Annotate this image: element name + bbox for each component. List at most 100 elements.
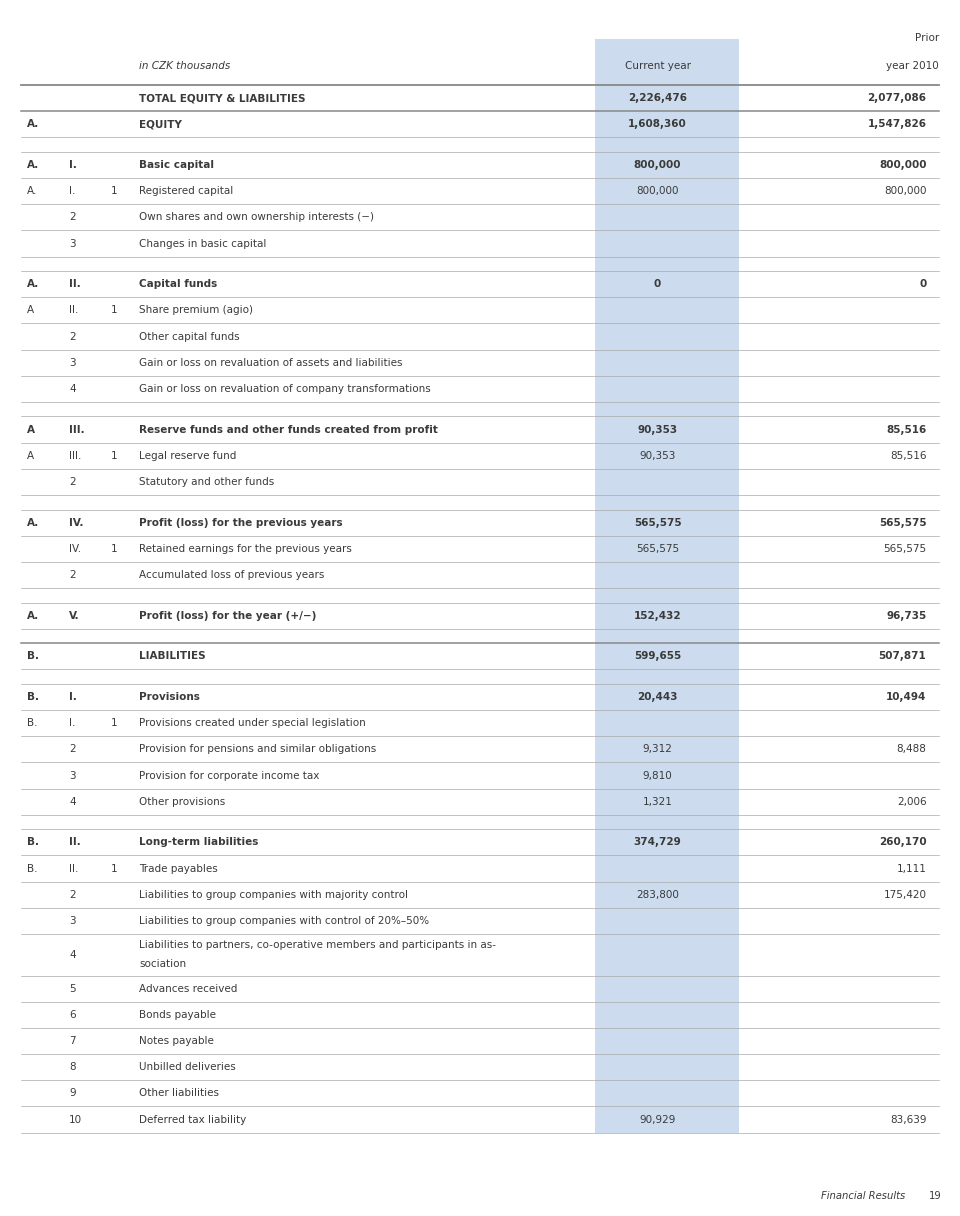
Text: 9,312: 9,312: [642, 744, 673, 754]
Text: 3: 3: [69, 358, 76, 367]
Text: 1: 1: [110, 305, 117, 315]
Text: 83,639: 83,639: [890, 1115, 926, 1125]
Text: 800,000: 800,000: [879, 161, 926, 170]
Text: LIABILITIES: LIABILITIES: [139, 652, 205, 662]
Text: B.: B.: [27, 692, 38, 702]
Text: IV.: IV.: [69, 544, 82, 553]
Text: Notes payable: Notes payable: [139, 1036, 214, 1046]
Text: 8,488: 8,488: [897, 744, 926, 754]
Text: A.: A.: [27, 186, 37, 196]
Text: Profit (loss) for the previous years: Profit (loss) for the previous years: [139, 518, 343, 528]
Text: Provisions created under special legislation: Provisions created under special legisla…: [139, 719, 366, 728]
Text: Bonds payable: Bonds payable: [139, 1010, 216, 1020]
Text: II.: II.: [69, 305, 79, 315]
Text: 565,575: 565,575: [883, 544, 926, 553]
Text: 1,608,360: 1,608,360: [628, 119, 687, 129]
Text: 2: 2: [69, 744, 76, 754]
Text: 90,929: 90,929: [639, 1115, 676, 1125]
Text: 565,575: 565,575: [634, 518, 682, 528]
Text: Registered capital: Registered capital: [139, 186, 233, 196]
Text: Provision for corporate income tax: Provision for corporate income tax: [139, 771, 320, 781]
Text: EQUITY: EQUITY: [139, 119, 182, 129]
Text: I.: I.: [69, 186, 76, 196]
Text: B.: B.: [27, 863, 37, 873]
Text: 2: 2: [69, 332, 76, 342]
Text: 1: 1: [110, 863, 117, 873]
Text: 6: 6: [69, 1010, 76, 1020]
Text: 9,810: 9,810: [643, 771, 672, 781]
Text: 4: 4: [69, 384, 76, 394]
Text: Statutory and other funds: Statutory and other funds: [139, 477, 275, 486]
Text: II.: II.: [69, 863, 79, 873]
Text: year 2010: year 2010: [886, 61, 939, 71]
Text: Retained earnings for the previous years: Retained earnings for the previous years: [139, 544, 352, 553]
Text: 1,111: 1,111: [897, 863, 926, 873]
Text: Accumulated loss of previous years: Accumulated loss of previous years: [139, 570, 324, 580]
Text: Liabilities to group companies with majority control: Liabilities to group companies with majo…: [139, 890, 408, 900]
Text: 96,735: 96,735: [886, 610, 926, 620]
Text: III.: III.: [69, 451, 82, 461]
Text: Provisions: Provisions: [139, 692, 200, 702]
Text: 1: 1: [110, 186, 117, 196]
Text: 800,000: 800,000: [884, 186, 926, 196]
Text: A.: A.: [27, 119, 39, 129]
Text: 599,655: 599,655: [634, 652, 682, 662]
Text: 9: 9: [69, 1088, 76, 1098]
Text: Advances received: Advances received: [139, 984, 237, 993]
Text: II.: II.: [69, 280, 81, 289]
Text: I.: I.: [69, 719, 76, 728]
Text: 800,000: 800,000: [636, 186, 679, 196]
Text: A: A: [27, 424, 35, 434]
Text: 20,443: 20,443: [637, 692, 678, 702]
Text: 85,516: 85,516: [886, 424, 926, 434]
Text: 507,871: 507,871: [878, 652, 926, 662]
Text: 1,321: 1,321: [642, 796, 673, 806]
Text: 283,800: 283,800: [636, 890, 679, 900]
Text: Capital funds: Capital funds: [139, 280, 218, 289]
Text: 0: 0: [654, 280, 661, 289]
Text: 800,000: 800,000: [634, 161, 682, 170]
Text: in CZK thousands: in CZK thousands: [139, 61, 230, 71]
Text: sociation: sociation: [139, 959, 186, 969]
Text: 2: 2: [69, 213, 76, 223]
Text: 5: 5: [69, 984, 76, 993]
Text: 1,547,826: 1,547,826: [868, 119, 926, 129]
Text: 1: 1: [110, 719, 117, 728]
Text: Reserve funds and other funds created from profit: Reserve funds and other funds created fr…: [139, 424, 438, 434]
Text: A: A: [27, 451, 34, 461]
Text: 3: 3: [69, 771, 76, 781]
Text: 90,353: 90,353: [639, 451, 676, 461]
Text: TOTAL EQUITY & LIABILITIES: TOTAL EQUITY & LIABILITIES: [139, 94, 305, 103]
Text: 2: 2: [69, 890, 76, 900]
Text: 175,420: 175,420: [883, 890, 926, 900]
Text: 2: 2: [69, 477, 76, 486]
Text: 565,575: 565,575: [636, 544, 679, 553]
Text: A: A: [27, 305, 34, 315]
Text: Profit (loss) for the year (+/−): Profit (loss) for the year (+/−): [139, 610, 317, 620]
Text: V.: V.: [69, 610, 80, 620]
Text: 260,170: 260,170: [878, 838, 926, 848]
Text: 3: 3: [69, 238, 76, 248]
Text: B.: B.: [27, 719, 37, 728]
Text: Other liabilities: Other liabilities: [139, 1088, 219, 1098]
Text: 10: 10: [69, 1115, 83, 1125]
Text: 2,006: 2,006: [897, 796, 926, 806]
Text: B.: B.: [27, 838, 38, 848]
Bar: [595, 39, 739, 1132]
Text: 565,575: 565,575: [878, 518, 926, 528]
Text: Trade payables: Trade payables: [139, 863, 218, 873]
Text: 19: 19: [929, 1192, 942, 1201]
Text: Unbilled deliveries: Unbilled deliveries: [139, 1063, 236, 1073]
Text: 374,729: 374,729: [634, 838, 682, 848]
Text: 2: 2: [69, 570, 76, 580]
Text: Other provisions: Other provisions: [139, 796, 226, 806]
Text: Gain or loss on revaluation of company transformations: Gain or loss on revaluation of company t…: [139, 384, 431, 394]
Text: 10,494: 10,494: [886, 692, 926, 702]
Text: II.: II.: [69, 838, 81, 848]
Text: IV.: IV.: [69, 518, 84, 528]
Text: Gain or loss on revaluation of assets and liabilities: Gain or loss on revaluation of assets an…: [139, 358, 402, 367]
Text: Financial Results: Financial Results: [821, 1192, 905, 1201]
Text: A.: A.: [27, 518, 39, 528]
Text: 4: 4: [69, 950, 76, 959]
Text: Prior: Prior: [915, 33, 939, 43]
